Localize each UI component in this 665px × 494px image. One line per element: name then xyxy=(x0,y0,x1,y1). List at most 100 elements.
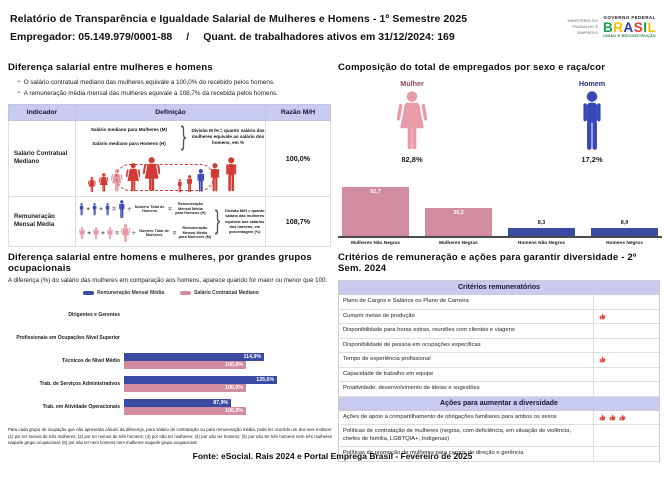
category-label: Homens Não Negros xyxy=(517,241,566,246)
brand-letter: A xyxy=(623,19,634,35)
criteria-table: Critérios remuneratórios Plano de Cargos … xyxy=(338,280,660,462)
bar-value-label: 100,0% xyxy=(225,384,243,391)
table-row-remuneracao-media: Remuneração Mensal Média + + = xyxy=(8,195,331,247)
plus-operator: + xyxy=(86,205,90,213)
brand-letter: I xyxy=(643,19,648,35)
bar-Homens Não Negros: 8,3 xyxy=(508,220,575,236)
criteria-label: Cumprir metas de produção xyxy=(343,312,415,319)
sex-pictograms: Mulher 82,8% Homem 17,2% xyxy=(338,73,662,177)
bar xyxy=(591,227,658,236)
bar: 87,9% xyxy=(124,398,232,407)
criteria-row: Proatividade, desenvolvimento de ideias … xyxy=(339,382,659,397)
brand-letter: L xyxy=(647,19,657,35)
brand-letter: B xyxy=(603,19,614,35)
criteria-marks-cell xyxy=(593,324,659,338)
division-note: Divisão M /H = quanto salário das mulher… xyxy=(191,127,265,145)
brace-glyph: } xyxy=(215,205,221,236)
person-female-icon xyxy=(99,173,109,193)
criteria-row: Disponibilidade de pessoa em ocupações e… xyxy=(339,338,659,354)
men-formula-line: + + = ÷ Número Total de Homens = Re xyxy=(79,200,211,219)
separator: / xyxy=(186,31,190,43)
bar-Mulheres Negras: 30,2 xyxy=(425,207,492,236)
person-male-icon xyxy=(224,157,238,193)
bar: 30,2 xyxy=(425,207,492,236)
occupational-row: Trab. em Atividade Operacionais 87,9% 100,… xyxy=(8,395,334,418)
criteria-label: Ações de apoio a compartilhamento de obr… xyxy=(343,413,557,420)
bar-value-label: 114,9% xyxy=(243,353,262,360)
person-male-icon xyxy=(118,200,126,219)
salary-gap-table: Indicador Definição Razão M/H Salário Co… xyxy=(8,104,331,247)
composition-title: Composição do total de empregados por se… xyxy=(338,62,606,73)
criteria-label: Tempo de experiência profissional xyxy=(343,356,431,363)
section-criteria: Critérios de remuneração e ações para ga… xyxy=(338,252,660,462)
criteria-label: Disponibilidade para horas extras, reuni… xyxy=(343,327,515,334)
person-female-icon xyxy=(88,177,96,193)
occupational-category-label: Técnicos de Nível Médio xyxy=(61,357,120,364)
criteria-marks-cell xyxy=(593,338,659,353)
criteria-label: Políticas de promoção de mulheres para c… xyxy=(343,450,524,457)
criteria-label: Plano de Cargos e Salários ou Plano de C… xyxy=(343,298,469,304)
legend-swatch-pink xyxy=(180,291,192,295)
bar: 125,6% xyxy=(124,375,278,384)
criteria-row: Capacidade de trabalho em equipe xyxy=(339,367,659,383)
bar-value-label: 52,7 xyxy=(370,189,381,195)
bar-value-label: 87,9% xyxy=(213,399,229,406)
plus-operator: + xyxy=(101,229,105,237)
bar-group: 87,9% 100,0% xyxy=(124,398,246,415)
bar-value-label: 100,0% xyxy=(225,361,243,368)
thumbs-up-icon xyxy=(599,414,606,421)
table-row-salario-mediano: Salário Contratual Mediano Salário media… xyxy=(8,120,331,197)
occupational-row: Trab. de Serviços Administrativos 125,6% 1… xyxy=(8,372,334,395)
median-figures-illustration xyxy=(88,155,265,193)
person-female-icon xyxy=(121,224,130,243)
criteria-row: Plano de Cargos e Salários ou Plano de C… xyxy=(339,295,659,310)
division-note: Divisão M/H = quanto salário das mulhere… xyxy=(225,208,265,235)
divide-operator: ÷ xyxy=(127,205,132,213)
male-percentage: 17,2% xyxy=(581,155,603,164)
bar-Homens Negros: 8,9 xyxy=(591,220,658,236)
salary-gap-title: Diferença salarial entre mulheres e home… xyxy=(8,62,213,73)
bar-value-label: 125,6% xyxy=(256,376,275,383)
plus-operator: + xyxy=(87,229,91,237)
col-indicador: Indicador xyxy=(8,104,76,122)
female-figure: Mulher 82,8% xyxy=(370,79,454,164)
occupational-subtitle: A diferença (%) do salário das mulheres … xyxy=(8,277,328,284)
report-title: Relatório de Transparência e Igualdade S… xyxy=(10,13,468,25)
occupational-category-label: Dirigentes e Gerentes xyxy=(68,311,120,318)
median-highlight-outline xyxy=(116,163,214,191)
criteria-row: Disponibilidade para horas extras, reuni… xyxy=(339,324,659,339)
male-figure: Homem 17,2% xyxy=(550,79,634,164)
bar-value-label: 100,0% xyxy=(225,407,243,414)
criteria-marks-cell xyxy=(593,447,659,461)
bullet-item: • A remuneração média mensal das mulheres… xyxy=(18,88,334,99)
bar: 114,9% xyxy=(124,352,265,361)
equals-operator: = xyxy=(168,205,172,213)
person-male-icon xyxy=(92,203,97,216)
active-workers: Quant. de trabalhadores ativos em 31/12/… xyxy=(203,31,455,43)
criteria-marks-cell xyxy=(593,353,659,367)
men-total-label: Número Total de Homens xyxy=(134,204,165,214)
person-female-icon xyxy=(397,91,427,153)
table-header-row: Indicador Definição Razão M/H xyxy=(8,104,331,122)
person-female-icon xyxy=(93,227,99,240)
criteria-marks-cell xyxy=(593,382,659,396)
report-subtitle: Empregador: 05.149.979/0001-88 / Quant. de… xyxy=(10,31,455,43)
employer-id: Empregador: 05.149.979/0001-88 xyxy=(10,31,173,43)
bar: 100,0% xyxy=(124,360,246,369)
criteria-marks-cell xyxy=(593,295,659,309)
bar-Mulheres Não Negras: 52,7 xyxy=(342,187,409,236)
bar xyxy=(508,228,575,236)
female-label: Mulher xyxy=(400,79,424,88)
category-label: Mulheres Negras xyxy=(439,241,478,246)
occupational-category-label: Profissionais em Ocupações Nível Superio… xyxy=(16,334,120,341)
women-result-label: Remuneração Mensal Média para Mulheres (… xyxy=(178,226,212,240)
legend-swatch-blue xyxy=(83,291,95,295)
criteria-row: Políticas de contratação de mulheres (ne… xyxy=(339,425,659,448)
thumbs-up-icon xyxy=(619,414,626,421)
col-definicao: Definição xyxy=(75,104,266,122)
male-label: Homem xyxy=(578,79,606,88)
legend-item-remuneracao: Remuneração Mensal Média xyxy=(83,290,164,296)
brand-letter: S xyxy=(633,19,644,35)
men-result-label: Remuneração Mensal Média para Homens (H) xyxy=(175,202,206,216)
